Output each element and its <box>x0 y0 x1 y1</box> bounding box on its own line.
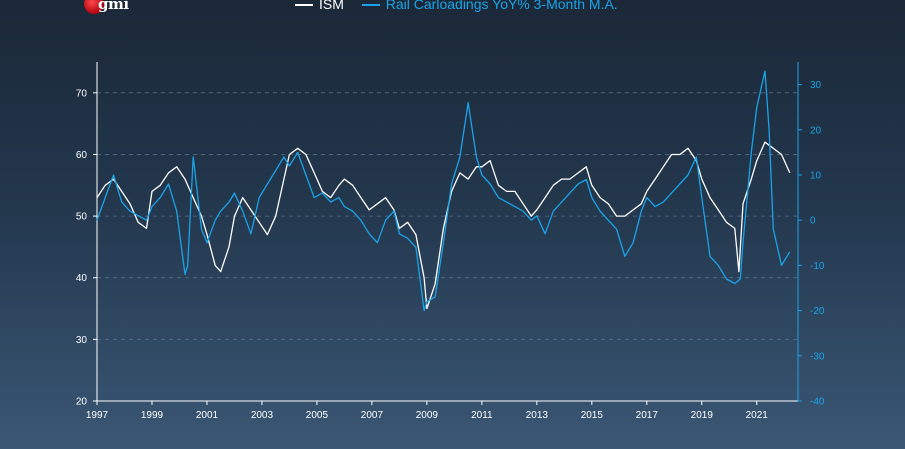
ism-series-line <box>96 141 791 310</box>
legend-item-ism: ISM <box>295 0 344 12</box>
y-right-tick-label: 0 <box>810 216 816 227</box>
y-left-tick-label: 40 <box>76 273 88 284</box>
rail-carloadings-series-line <box>96 70 791 312</box>
y-right-tick-label: 20 <box>810 125 822 136</box>
y-left-tick-label: 30 <box>76 335 88 346</box>
y-right-tick-label: -10 <box>810 261 825 272</box>
y-right-tick-label: 10 <box>810 171 822 182</box>
chart-legend: ISM Rail Carloadings YoY% 3-Month M.A. <box>295 0 632 12</box>
y-right-tick-label: -40 <box>810 397 825 408</box>
logo-mark-icon <box>84 0 104 14</box>
y-left-tick-label: 20 <box>76 397 88 408</box>
x-tick-label: 2021 <box>746 410 769 421</box>
legend-label-rail: Rail Carloadings YoY% 3-Month M.A. <box>385 0 618 12</box>
y-left-tick-label: 70 <box>76 88 88 99</box>
x-tick-label: 2017 <box>636 410 659 421</box>
legend-item-rail: Rail Carloadings YoY% 3-Month M.A. <box>361 0 618 12</box>
x-tick-label: 2001 <box>196 410 219 421</box>
legend-label-ism: ISM <box>319 0 344 12</box>
x-tick-label: 2015 <box>581 410 604 421</box>
x-tick-label: 2013 <box>526 410 549 421</box>
x-tick-label: 2011 <box>471 410 493 421</box>
y-right-tick-label: -20 <box>810 306 825 317</box>
y-right-tick-label: -30 <box>810 351 825 362</box>
x-tick-label: 2003 <box>251 410 274 421</box>
x-tick-label: 2009 <box>416 410 439 421</box>
y-left-tick-label: 60 <box>76 150 88 161</box>
y-left-tick-label: 50 <box>76 212 88 223</box>
x-tick-label: 1999 <box>141 410 164 421</box>
x-tick-label: 2019 <box>691 410 714 421</box>
y-right-tick-label: 30 <box>810 80 822 91</box>
legend-swatch-ism <box>295 4 313 7</box>
legend-swatch-rail <box>361 4 380 7</box>
gmi-logo: gmi <box>84 0 144 20</box>
logo-text: gmi <box>98 0 129 13</box>
x-tick-label: 2005 <box>306 410 329 421</box>
x-tick-label: 1997 <box>86 410 109 421</box>
x-tick-label: 2007 <box>361 410 384 421</box>
